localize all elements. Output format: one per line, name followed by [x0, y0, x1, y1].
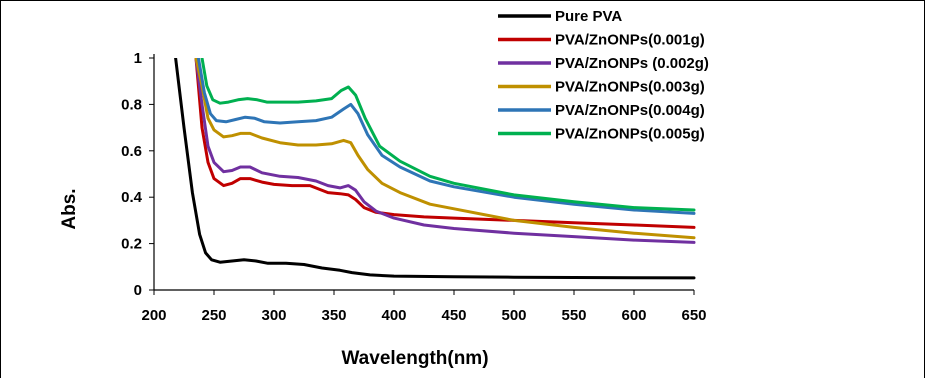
- series-line-5: [196, 58, 696, 215]
- y-tick-label: 0.6: [121, 143, 142, 160]
- x-tick-label: 550: [561, 307, 586, 324]
- series-line-2: [194, 58, 696, 229]
- axes: [149, 54, 695, 295]
- series-line-6: [200, 58, 696, 212]
- series-line-4: [194, 58, 696, 240]
- y-tick-label: 0.4: [121, 189, 143, 206]
- x-tick-label: 450: [441, 307, 466, 324]
- plot-area: [174, 58, 696, 280]
- legend-label-6: PVA/ZnONPs(0.005g): [555, 126, 705, 143]
- y-tick-label: 1: [134, 50, 142, 67]
- legend-label-5: PVA/ZnONPs(0.004g): [555, 102, 705, 119]
- legend-label-4: PVA/ZnONPs(0.003g): [555, 79, 705, 96]
- legend-label-1: Pure PVA: [555, 8, 622, 25]
- x-tick-label: 350: [321, 307, 346, 324]
- x-tick-label: 400: [381, 307, 406, 324]
- y-tick-label: 0.2: [121, 236, 142, 253]
- x-tick-label: 650: [681, 307, 706, 324]
- x-axis-title: Wavelength(nm): [341, 348, 488, 369]
- x-tick-label: 250: [201, 307, 226, 324]
- series-line-3: [194, 58, 696, 244]
- x-tick-label: 300: [261, 307, 286, 324]
- x-tick-label: 200: [141, 307, 166, 324]
- y-tick-label: 0.8: [121, 96, 142, 113]
- tick-labels: 200 250 300 350 400 450 500 550 600 650 0 0.2 0.4 0.6…: [121, 50, 706, 324]
- y-tick-label: 0: [134, 282, 142, 299]
- legend-label-3: PVA/ZnONPs (0.002g): [555, 55, 709, 72]
- y-axis-title: Abs.: [59, 188, 80, 229]
- series-line-1: [174, 58, 696, 280]
- legend-label-2: PVA/ZnONPs(0.001g): [555, 32, 705, 49]
- x-tick-label: 600: [621, 307, 646, 324]
- x-tick-label: 500: [501, 307, 526, 324]
- legend: Pure PVA PVA/ZnONPs(0.001g) PVA/ZnONPs (0.…: [498, 8, 709, 143]
